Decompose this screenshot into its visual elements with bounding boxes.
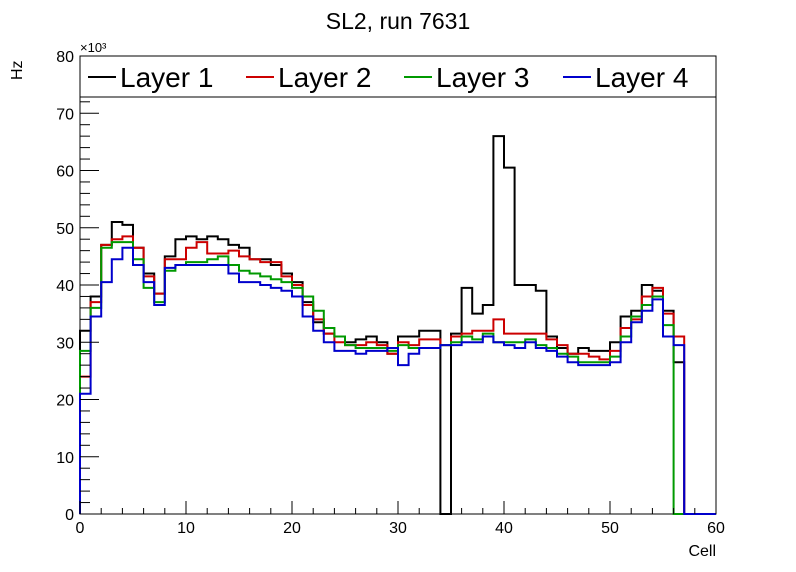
y-tick-label: 50 xyxy=(56,221,74,238)
y-tick-label: 70 xyxy=(56,106,74,123)
y-tick-label: 60 xyxy=(56,164,74,181)
x-tick-label: 20 xyxy=(283,520,301,537)
legend-label-layer-2: Layer 2 xyxy=(278,62,371,93)
y-tick-label: 30 xyxy=(56,335,74,352)
legend-label-layer-1: Layer 1 xyxy=(120,62,213,93)
legend-box xyxy=(79,55,717,98)
y-tick-label: 0 xyxy=(65,507,74,524)
y-multiplier-label: ×10³ xyxy=(80,40,107,55)
y-tick-label: 80 xyxy=(56,49,74,66)
y-tick-label: 40 xyxy=(56,278,74,295)
y-tick-label: 20 xyxy=(56,393,74,410)
legend: Layer 1 Layer 2 Layer 3 Layer 4 xyxy=(79,55,717,98)
series-line-layer-4 xyxy=(79,246,716,515)
x-tick-label: 0 xyxy=(76,520,85,537)
x-tick-label: 30 xyxy=(389,520,407,537)
x-tick-label: 40 xyxy=(495,520,513,537)
series-line-layer-1 xyxy=(79,135,716,515)
x-tick-label: 60 xyxy=(707,520,725,537)
x-axis-label: Cell xyxy=(688,543,716,560)
y-axis-label: Hz xyxy=(9,60,26,80)
legend-label-layer-3: Layer 3 xyxy=(436,62,529,93)
y-tick-label: 10 xyxy=(56,450,74,467)
axes: 0 10 20 30 40 50 60 0 10 20 30 40 50 60 70 80 xyxy=(56,49,725,537)
x-tick-label: 50 xyxy=(601,520,619,537)
x-tick-label: 10 xyxy=(177,520,195,537)
series-group xyxy=(79,135,716,515)
legend-label-layer-4: Layer 4 xyxy=(595,62,688,93)
chart-title: SL2, run 7631 xyxy=(326,8,471,34)
